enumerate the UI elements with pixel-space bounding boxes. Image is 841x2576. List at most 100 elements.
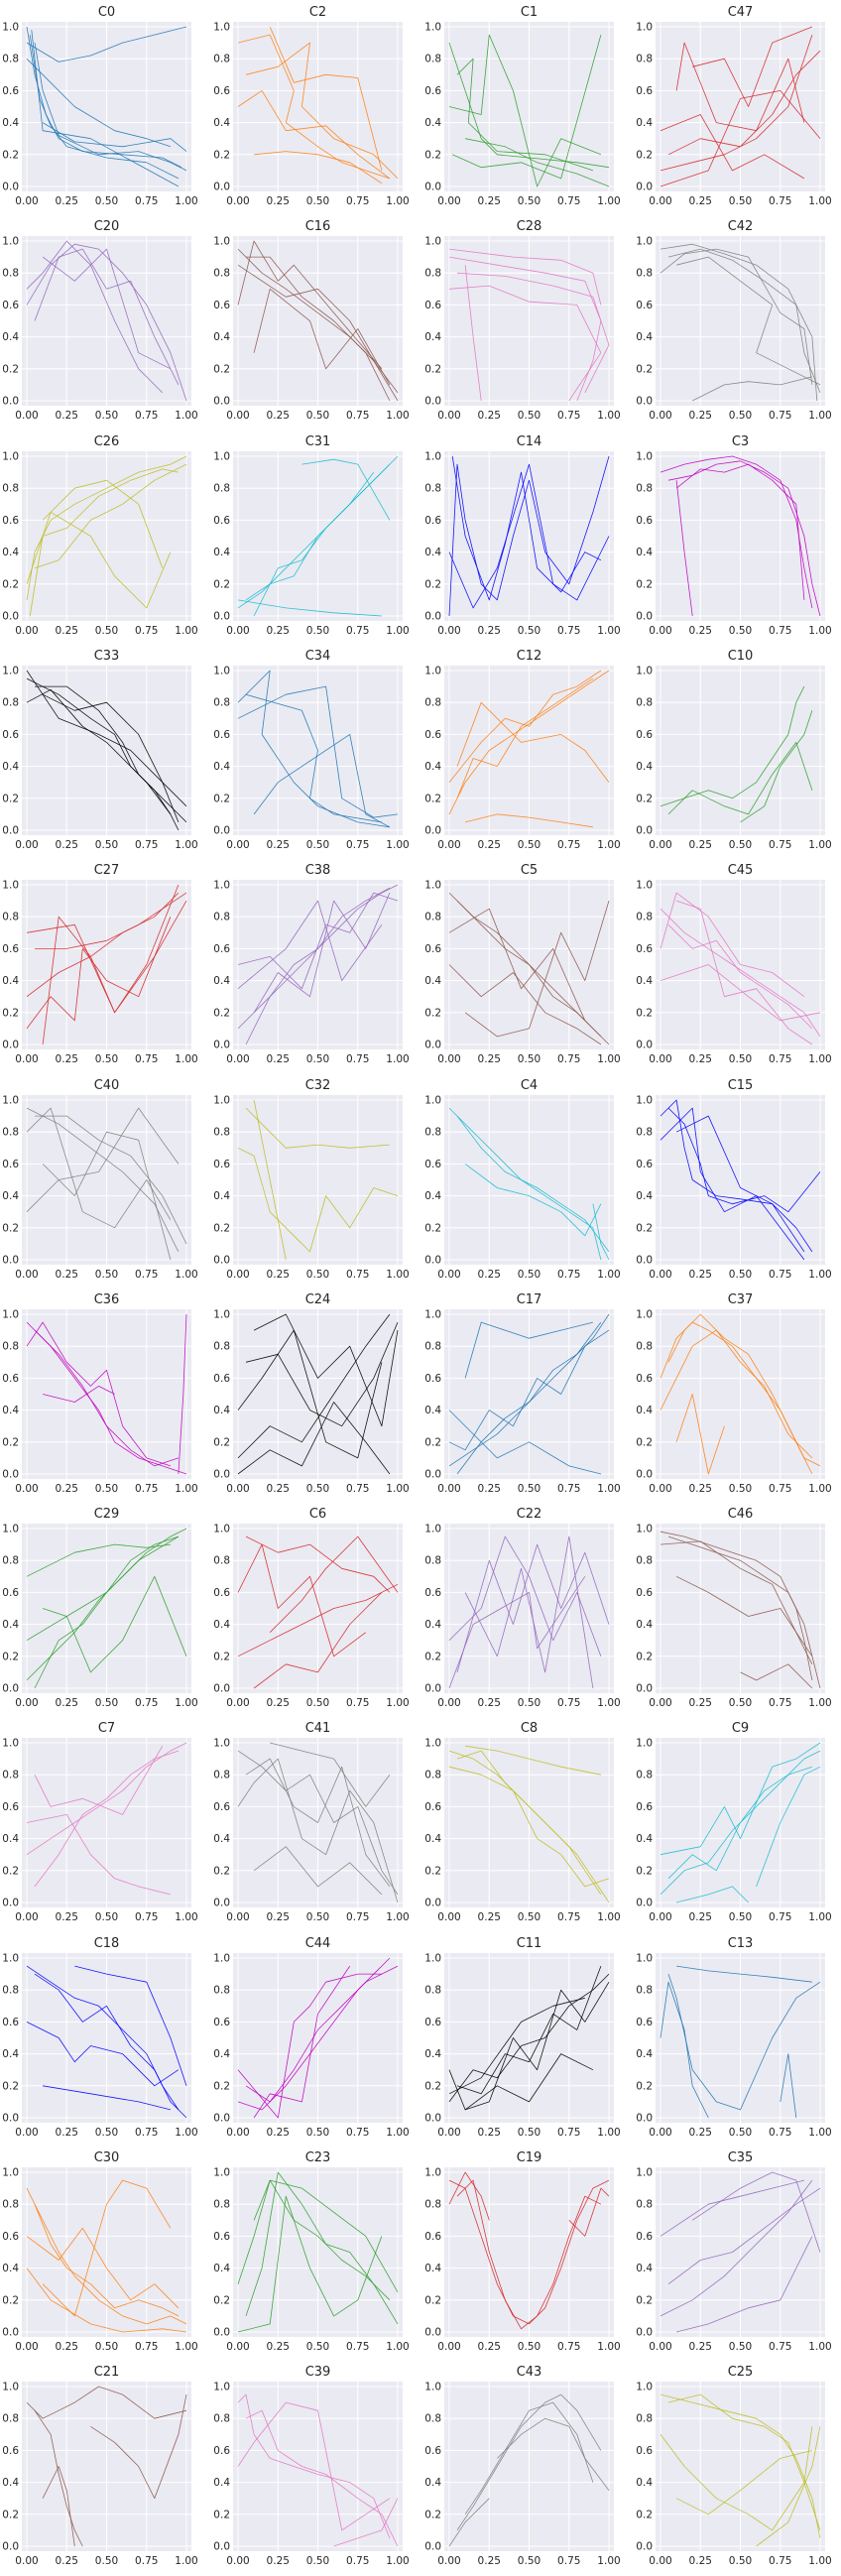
x-tick-label: 0.75 — [557, 625, 580, 637]
y-tick-label: 0.8 — [213, 1340, 230, 1352]
x-tick-label: 0.00 — [437, 839, 460, 851]
series-line-1 — [26, 2187, 187, 2325]
y-tick-label: 0.0 — [636, 182, 653, 193]
y-tick-label: 0.6 — [2, 1801, 19, 1813]
x-tick-label: 0.50 — [729, 1269, 752, 1281]
x-tick-label: 0.75 — [557, 1053, 580, 1065]
y-tick-label: 0.2 — [213, 364, 230, 376]
series-line-3 — [660, 1107, 805, 1260]
series-line-1 — [237, 2179, 391, 2301]
series-line-1 — [237, 1584, 399, 1657]
subplot-title: C28 — [517, 219, 542, 234]
y-tick-label: 0.8 — [636, 1340, 653, 1352]
y-tick-label: 1.0 — [213, 236, 230, 248]
y-tick-label: 0.4 — [636, 1405, 653, 1416]
y-tick-label: 0.0 — [424, 2327, 441, 2339]
y-tick-label: 0.2 — [2, 2294, 19, 2306]
y-tick-label: 0.6 — [2, 1158, 19, 1169]
y-tick-label: 0.0 — [213, 1040, 230, 1051]
x-tick-label: 0.25 — [689, 625, 712, 637]
y-tick-label: 0.0 — [636, 2541, 653, 2553]
x-tick-label: 0.25 — [267, 1269, 290, 1281]
series-line-2 — [667, 1767, 813, 1880]
y-tick-label: 0.2 — [636, 578, 653, 590]
subplot-title: C1 — [521, 5, 538, 20]
y-tick-label: 0.6 — [424, 1373, 441, 1385]
y-tick-label: 0.0 — [213, 2327, 230, 2339]
subplot-c16: C16 0.00 0.25 0.50 0.75 1.00 0.0 0.2 0.4 0.6 0.8 1.… — [211, 216, 422, 430]
x-tick-label: 1.00 — [386, 839, 409, 851]
x-tick-label: 1.00 — [597, 1483, 620, 1495]
x-tick-label: 0.00 — [649, 2555, 671, 2567]
x-tick-label: 0.50 — [95, 2341, 118, 2353]
x-tick-label: 0.75 — [346, 1269, 369, 1281]
x-tick-label: 0.25 — [478, 410, 501, 422]
series-line-3 — [42, 2466, 75, 2547]
x-tick-label: 1.00 — [386, 625, 409, 637]
y-tick-label: 1.0 — [2, 1952, 19, 1964]
y-tick-label: 1.0 — [636, 2167, 653, 2179]
series-line-4 — [780, 2052, 797, 2118]
y-tick-label: 0.0 — [424, 824, 441, 836]
y-tick-label: 0.4 — [213, 1619, 230, 1631]
series-line-4 — [676, 1886, 749, 1903]
x-tick-label: 1.00 — [597, 2555, 620, 2567]
series-line-3 — [26, 1814, 171, 1896]
series-line-5 — [448, 1997, 585, 2094]
y-tick-label: 0.8 — [213, 54, 230, 65]
series-line-3 — [676, 1965, 812, 1983]
y-tick-label: 1.0 — [636, 1738, 653, 1750]
y-tick-label: 0.6 — [213, 300, 230, 311]
y-tick-label: 1.0 — [424, 1952, 441, 1964]
x-tick-label: 0.25 — [56, 2341, 78, 2353]
y-tick-label: 0.2 — [213, 2510, 230, 2521]
x-tick-label: 0.75 — [346, 2555, 369, 2567]
x-tick-label: 0.75 — [346, 1053, 369, 1065]
subplot-title: C24 — [305, 1292, 331, 1307]
x-tick-label: 0.00 — [437, 1269, 460, 1281]
y-tick-label: 0.0 — [424, 182, 441, 193]
y-tick-label: 1.0 — [424, 2382, 441, 2393]
y-tick-label: 0.8 — [636, 1126, 653, 1138]
series-line-2 — [245, 1759, 391, 1888]
subplot-c44: C44 0.00 0.25 0.50 0.75 1.00 0.0 0.2 0.4 0.6 0.8 1.… — [211, 1933, 422, 2147]
series-line-3 — [237, 685, 399, 818]
x-tick-label: 1.00 — [175, 1269, 197, 1281]
series-line-5 — [692, 26, 813, 107]
subplot-c17: C17 0.00 0.25 0.50 0.75 1.00 0.0 0.2 0.4 0.6 0.8 1.… — [422, 1289, 634, 1504]
y-tick-label: 0.4 — [2, 1619, 19, 1631]
x-tick-label: 0.50 — [729, 2127, 752, 2139]
y-tick-label: 0.0 — [213, 1254, 230, 1266]
series-line-3 — [448, 285, 602, 402]
subplot-title: C5 — [521, 863, 538, 878]
y-tick-label: 0.0 — [424, 1468, 441, 1480]
x-tick-label: 1.00 — [597, 1053, 620, 1065]
y-tick-label: 0.2 — [2, 149, 19, 161]
series-line-2 — [456, 1751, 610, 1903]
x-tick-label: 0.25 — [56, 410, 78, 422]
x-tick-label: 0.00 — [15, 2341, 38, 2353]
series-line-2 — [456, 273, 610, 394]
y-tick-label: 0.0 — [424, 2112, 441, 2124]
series-line-2 — [456, 58, 594, 172]
y-tick-label: 0.8 — [424, 1555, 441, 1567]
y-tick-label: 1.0 — [213, 880, 230, 892]
subplot-c47: C47 0.00 0.25 0.50 0.75 1.00 0.0 0.2 0.4 0.6 0.8 1.… — [634, 2, 841, 216]
series-line-2 — [34, 2410, 83, 2547]
y-tick-label: 0.2 — [2, 1866, 19, 1878]
y-tick-label: 0.6 — [424, 1158, 441, 1169]
y-tick-label: 0.6 — [424, 300, 441, 311]
series-line-5 — [269, 1535, 399, 1634]
series-line-1 — [456, 2393, 602, 2531]
y-tick-label: 0.6 — [636, 85, 653, 97]
x-tick-label: 0.50 — [306, 410, 329, 422]
y-tick-label: 1.0 — [636, 665, 653, 676]
y-tick-label: 0.2 — [424, 149, 441, 161]
y-tick-label: 0.8 — [2, 268, 19, 280]
series-line-2 — [456, 2179, 602, 2330]
subplot-title: C23 — [305, 2150, 331, 2165]
series-line-3 — [253, 471, 375, 616]
x-tick-label: 0.50 — [518, 2127, 541, 2139]
x-tick-label: 0.00 — [15, 2127, 38, 2139]
